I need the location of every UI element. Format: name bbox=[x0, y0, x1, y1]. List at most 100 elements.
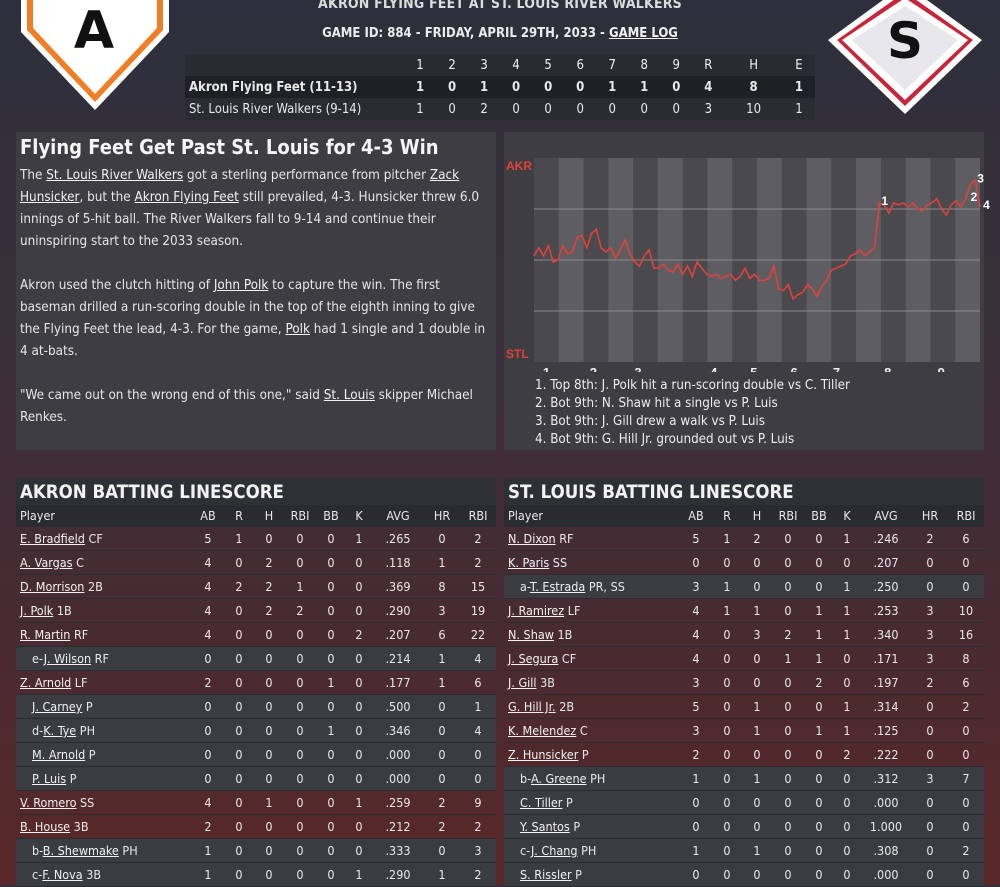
player-link[interactable]: K. Tye bbox=[43, 723, 77, 738]
scoreboard-cell: 8 bbox=[724, 76, 783, 98]
stat-cell: 19 bbox=[460, 598, 496, 623]
player-link[interactable]: Z. Arnold bbox=[20, 675, 72, 690]
player-link[interactable]: A. Vargas bbox=[20, 555, 73, 570]
player-link[interactable]: S. Rissler bbox=[520, 867, 572, 882]
inning-header: 5 bbox=[532, 54, 565, 76]
player-link[interactable]: J. Chang bbox=[530, 843, 578, 858]
stat-cell: 0 bbox=[224, 550, 254, 575]
scoreboard-cell: 0 bbox=[532, 98, 565, 120]
stat-cell: .340 bbox=[860, 622, 912, 647]
stat-cell: 3 bbox=[680, 718, 712, 743]
x-tick-label: 3 bbox=[634, 365, 641, 372]
player-link[interactable]: N. Dixon bbox=[508, 531, 556, 546]
stat-cell: 2 bbox=[424, 814, 460, 839]
player-link[interactable]: E. Bradfield bbox=[20, 531, 85, 546]
player-link[interactable]: G. Hill Jr. bbox=[508, 699, 556, 714]
stat-cell: 4 bbox=[192, 598, 224, 623]
stlouis-logo-letter: S bbox=[887, 12, 923, 70]
player-link[interactable]: Z. Hunsicker bbox=[508, 747, 579, 762]
stat-cell: 2 bbox=[224, 574, 254, 599]
stat-cell: 1 bbox=[742, 838, 772, 863]
stat-cell: .308 bbox=[860, 838, 912, 863]
stat-cell: 0 bbox=[284, 862, 316, 887]
stat-cell: 0 bbox=[316, 550, 346, 575]
win-probability-chart: AKR STL 1 2 3 4 1 2 3 4 5 6 7 8 9 bbox=[506, 158, 990, 372]
player-link[interactable]: F. Nova bbox=[42, 867, 83, 882]
player-link[interactable]: M. Arnold bbox=[32, 747, 86, 762]
stat-cell: 0 bbox=[316, 622, 346, 647]
player-link[interactable]: J. Segura bbox=[508, 651, 559, 666]
player-link[interactable]: P. Luis bbox=[32, 771, 67, 786]
chart-note: 2. Bot 9th: N. Shaw hit a single vs P. L… bbox=[535, 396, 778, 411]
player-link[interactable]: T. Estrada bbox=[529, 579, 586, 594]
stat-cell: 0 bbox=[192, 766, 224, 791]
stat-cell: 5 bbox=[680, 526, 712, 551]
stat-cell: 0 bbox=[254, 526, 284, 551]
stat-cell: 1 bbox=[712, 598, 742, 623]
stat-cell: 0 bbox=[284, 550, 316, 575]
player-link[interactable]: N. Shaw bbox=[508, 627, 554, 642]
player-link[interactable]: V. Romero bbox=[20, 795, 77, 810]
story-headline: Flying Feet Get Past St. Louis for 4-3 W… bbox=[20, 135, 439, 159]
player-link[interactable]: B. House bbox=[20, 819, 71, 834]
player-link[interactable]: J. Ramirez bbox=[508, 603, 565, 618]
player-cell: E. Bradfield CF bbox=[16, 526, 192, 551]
stat-cell: 0 bbox=[948, 790, 984, 815]
stat-cell: 0 bbox=[192, 694, 224, 719]
player-link[interactable]: C. Tiller bbox=[520, 795, 563, 810]
stat-cell: .346 bbox=[372, 718, 424, 743]
player-link[interactable]: R. Martin bbox=[20, 627, 71, 642]
story-link[interactable]: Zack Hunsicker bbox=[20, 168, 460, 205]
player-link[interactable]: K. Paris bbox=[508, 555, 550, 570]
stat-cell: 2 bbox=[912, 526, 948, 551]
stat-cell: 0 bbox=[712, 814, 742, 839]
stat-cell: 1 bbox=[284, 574, 316, 599]
scoreboard-cell: 0 bbox=[564, 76, 597, 98]
stat-cell: 0 bbox=[948, 814, 984, 839]
table-row: D. Morrison 2B 4 2 2 1 0 0.369 8 15 bbox=[16, 574, 496, 599]
stat-cell: 6 bbox=[460, 670, 496, 695]
stat-cell: 0 bbox=[834, 814, 860, 839]
player-link[interactable]: J. Wilson bbox=[43, 651, 92, 666]
chart-note: 1. Top 8th: J. Polk hit a run-scoring do… bbox=[535, 378, 850, 393]
stat-cell: 2 bbox=[424, 790, 460, 815]
stat-cell: 0 bbox=[772, 670, 804, 695]
player-link[interactable]: J. Gill bbox=[508, 675, 537, 690]
player-link[interactable]: J. Carney bbox=[32, 699, 83, 714]
player-link[interactable]: B. Shewmake bbox=[42, 843, 119, 858]
game-log-link[interactable]: GAME LOG bbox=[608, 26, 678, 41]
table-row: V. Romero SS 4 0 1 0 0 1.259 2 9 bbox=[16, 790, 496, 815]
story-link[interactable]: St. Louis bbox=[323, 388, 375, 403]
player-cell: P. Luis P bbox=[16, 766, 192, 791]
x-tick-label: 9 bbox=[938, 365, 945, 372]
stat-cell: 0 bbox=[424, 526, 460, 551]
stat-cell: 5 bbox=[680, 694, 712, 719]
story-link[interactable]: John Polk bbox=[213, 278, 269, 293]
player-cell: R. Martin RF bbox=[16, 622, 192, 647]
stat-cell: 2 bbox=[254, 550, 284, 575]
table-row: J. Polk 1B 4 0 2 2 0 0.290 3 19 bbox=[16, 598, 496, 623]
story-link[interactable]: Akron Flying Feet bbox=[134, 190, 239, 205]
stat-cell: 0 bbox=[316, 862, 346, 887]
table-row: S. Rissler P 0 0 0 0 0 0.000 0 0 bbox=[504, 862, 984, 887]
stat-cell: 0 bbox=[772, 790, 804, 815]
stat-cell: 0 bbox=[460, 742, 496, 767]
player-link[interactable]: J. Polk bbox=[20, 603, 54, 618]
player-link[interactable]: A. Greene bbox=[530, 771, 587, 786]
player-link[interactable]: D. Morrison bbox=[20, 579, 85, 594]
stat-cell: 1 bbox=[424, 670, 460, 695]
stat-cell: 4 bbox=[192, 790, 224, 815]
player-link[interactable]: Y. Santos bbox=[520, 819, 570, 834]
stat-cell: 0 bbox=[712, 694, 742, 719]
story-link[interactable]: St. Louis River Walkers bbox=[46, 168, 184, 183]
stat-cell: 0 bbox=[834, 670, 860, 695]
stat-cell: 0 bbox=[284, 766, 316, 791]
story-paragraph-3: "We came out on the wrong end of this on… bbox=[20, 388, 473, 425]
story-link[interactable]: Polk bbox=[285, 322, 310, 337]
stat-cell: 3 bbox=[680, 670, 712, 695]
stat-cell: 0 bbox=[742, 646, 772, 671]
stat-cell: 0 bbox=[804, 526, 834, 551]
player-link[interactable]: K. Melendez bbox=[508, 723, 577, 738]
stat-cell: 6 bbox=[424, 622, 460, 647]
